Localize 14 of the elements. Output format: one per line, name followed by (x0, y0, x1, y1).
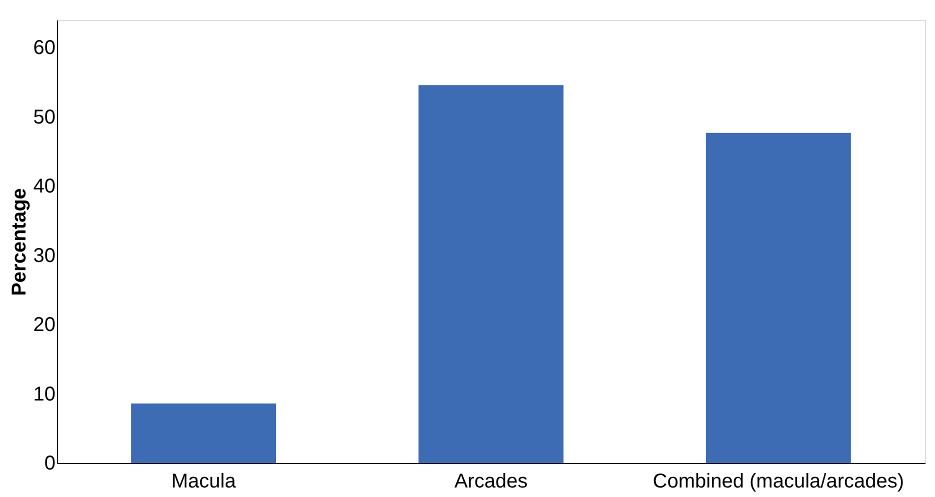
y-tick-label: 30 (33, 244, 56, 267)
x-tick-label: Macula (171, 470, 237, 492)
y-tick-label: 0 (44, 452, 56, 474)
bar (418, 85, 564, 463)
y-axis-title: Percentage (8, 188, 30, 296)
y-tick-label: 20 (33, 314, 56, 336)
bar (706, 132, 851, 463)
x-tick-label: Arcades (454, 470, 528, 492)
bar (131, 403, 276, 463)
y-tick-label: 10 (33, 383, 56, 406)
y-tick-label: 40 (33, 176, 56, 198)
x-tick-label: Combined (macula/arcades) (652, 470, 904, 492)
y-tick-label: 50 (33, 106, 56, 128)
y-tick-label: 60 (33, 37, 56, 60)
